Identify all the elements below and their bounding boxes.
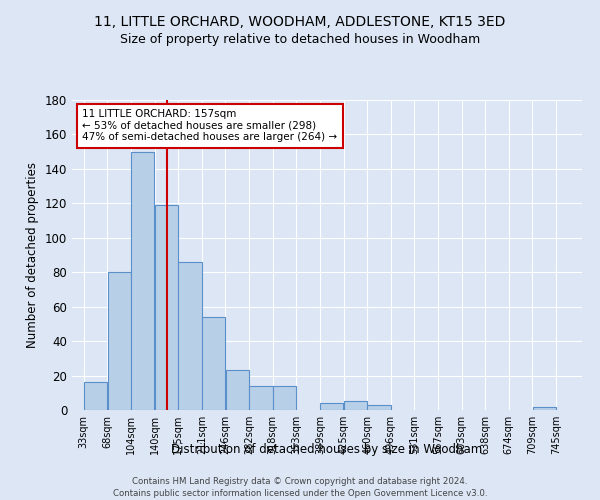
Bar	[107, 272, 131, 410]
Text: Size of property relative to detached houses in Woodham: Size of property relative to detached ho…	[120, 32, 480, 46]
Bar	[178, 262, 202, 410]
Bar	[84, 382, 107, 410]
Bar	[226, 370, 249, 410]
Text: Contains HM Land Registry data © Crown copyright and database right 2024.: Contains HM Land Registry data © Crown c…	[132, 478, 468, 486]
Bar	[367, 405, 391, 410]
Text: 11 LITTLE ORCHARD: 157sqm
← 53% of detached houses are smaller (298)
47% of semi: 11 LITTLE ORCHARD: 157sqm ← 53% of detac…	[82, 110, 337, 142]
Bar	[320, 403, 343, 410]
Bar	[131, 152, 154, 410]
Bar	[202, 317, 226, 410]
Bar	[344, 402, 367, 410]
Y-axis label: Number of detached properties: Number of detached properties	[26, 162, 39, 348]
Text: Distribution of detached houses by size in Woodham: Distribution of detached houses by size …	[172, 442, 482, 456]
Text: 11, LITTLE ORCHARD, WOODHAM, ADDLESTONE, KT15 3ED: 11, LITTLE ORCHARD, WOODHAM, ADDLESTONE,…	[94, 15, 506, 29]
Bar	[533, 406, 556, 410]
Bar	[249, 386, 272, 410]
Text: Contains public sector information licensed under the Open Government Licence v3: Contains public sector information licen…	[113, 489, 487, 498]
Bar	[273, 386, 296, 410]
Bar	[155, 205, 178, 410]
